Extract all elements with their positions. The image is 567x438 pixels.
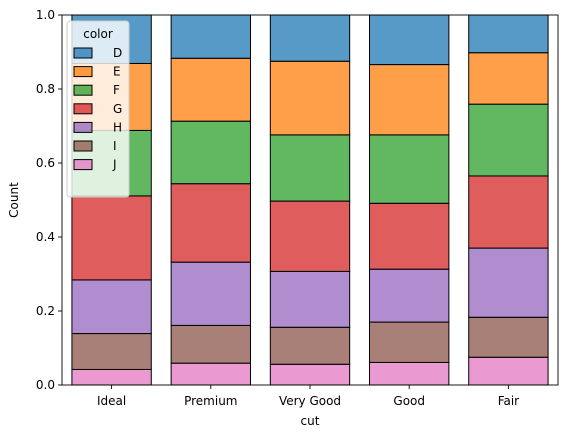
x-tick-label: Good: [393, 394, 425, 408]
bar-segment-E-2: [269, 60, 351, 136]
legend-swatch-H: [73, 121, 93, 133]
x-tick-label: Fair: [498, 394, 519, 408]
bar-segment-D-4: [468, 14, 549, 54]
y-tick-label: 0.8: [36, 82, 55, 96]
bar-segment-H-3: [369, 268, 450, 323]
bar-segment-D-1: [170, 14, 251, 59]
bar-segment-E-3: [369, 64, 450, 136]
bar-segment-J-2: [269, 363, 351, 386]
bar-segment-H-1: [170, 261, 251, 326]
bar-segment-F-4: [468, 103, 549, 177]
bars-layer: [71, 14, 549, 386]
x-axis: Ideal Premium Very Good Good Fair: [97, 385, 519, 408]
legend-label-E: E: [113, 65, 121, 79]
bar-segment-D-2: [269, 14, 351, 62]
legend-label-G: G: [113, 102, 122, 116]
bar-segment-H-2: [269, 270, 351, 328]
bar-segment-J-4: [468, 356, 549, 386]
bar-segment-F-1: [170, 120, 251, 185]
legend-label-F: F: [113, 83, 120, 97]
x-axis-label: cut: [301, 414, 320, 428]
legend-title: color: [83, 27, 113, 41]
y-tick-label: 1.0: [36, 8, 55, 22]
legend-swatch-F: [73, 84, 93, 96]
bar-segment-H-0: [71, 279, 152, 335]
bar-segment-I-2: [269, 326, 351, 365]
y-axis: 0.0 0.2 0.4 0.6 0.8 1.0: [36, 8, 62, 392]
bar-segment-G-3: [369, 202, 450, 270]
bar-segment-G-4: [468, 175, 549, 249]
legend-label-I: I: [113, 139, 117, 153]
x-tick-label: Very Good: [279, 394, 341, 408]
legend-swatch-I: [73, 140, 93, 152]
y-tick-label: 0.4: [36, 230, 55, 244]
bar-segment-H-4: [468, 247, 549, 318]
y-tick-label: 0.6: [36, 156, 55, 170]
legend-swatch-D: [73, 47, 93, 59]
legend-label-H: H: [113, 120, 122, 134]
x-tick-label: Premium: [184, 394, 237, 408]
legend-box: [66, 20, 130, 198]
bar-segment-I-3: [369, 321, 450, 363]
bar-segment-F-2: [269, 134, 351, 202]
legend-label-J: J: [112, 158, 117, 172]
bar-segment-I-0: [71, 333, 152, 370]
bar-segment-G-0: [71, 195, 152, 281]
bar-segment-G-2: [269, 200, 351, 272]
bar-segment-F-3: [369, 134, 450, 204]
bar-segment-J-3: [369, 361, 450, 386]
bar-segment-E-4: [468, 52, 549, 105]
bar-segment-G-1: [170, 183, 251, 263]
bar-segment-J-0: [71, 368, 152, 386]
y-tick-label: 0.0: [36, 378, 55, 392]
legend-swatch-G: [73, 103, 93, 115]
legend-swatch-E: [73, 66, 93, 78]
legend-label-D: D: [113, 46, 122, 60]
bar-segment-D-3: [369, 14, 450, 66]
bar-segment-I-1: [170, 324, 251, 364]
bar-segment-E-1: [170, 57, 251, 122]
y-axis-label: Count: [7, 182, 21, 218]
bar-segment-I-4: [468, 316, 549, 358]
bar-segment-J-1: [170, 362, 251, 386]
x-tick-label: Ideal: [97, 394, 126, 408]
y-tick-label: 0.2: [36, 304, 55, 318]
legend-swatch-J: [73, 159, 93, 171]
